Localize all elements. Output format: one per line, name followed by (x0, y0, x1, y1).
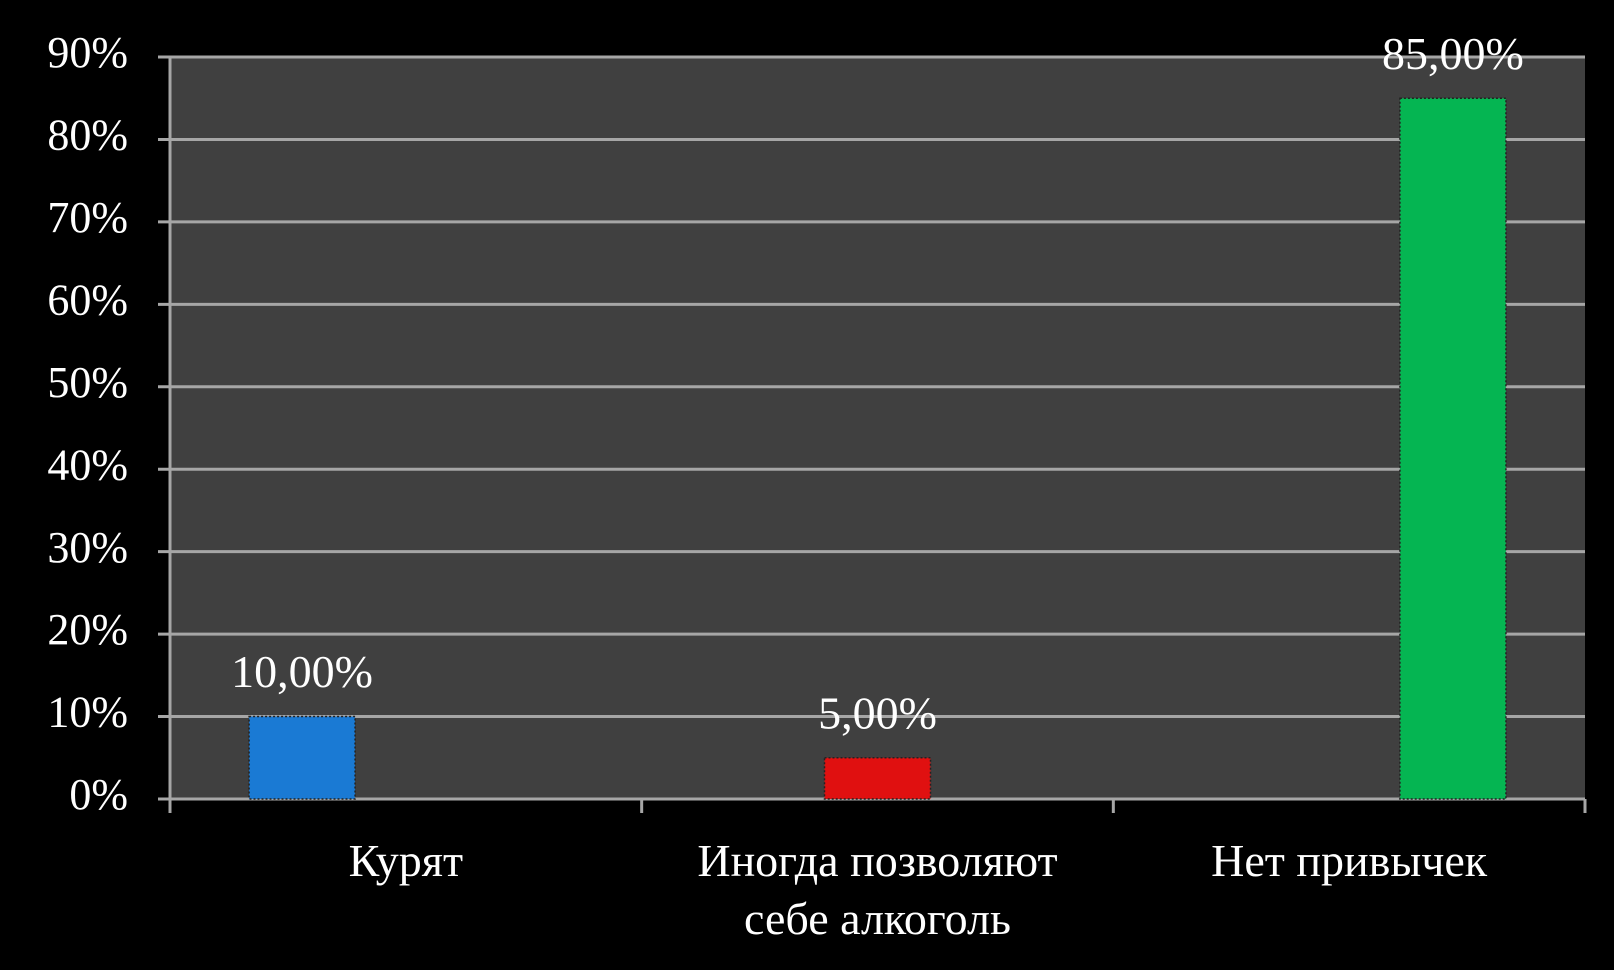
y-tick-label: 10% (47, 688, 128, 737)
y-tick-label: 20% (47, 605, 128, 654)
y-tick-label: 60% (47, 275, 128, 324)
y-tick-label: 0% (69, 770, 128, 819)
data-label: 10,00% (231, 646, 373, 697)
plot-area (170, 57, 1585, 799)
bar (1399, 97, 1507, 800)
bar (823, 757, 932, 800)
y-tick-label: 50% (47, 358, 128, 407)
y-tick-label: 30% (47, 523, 128, 572)
y-tick-label: 80% (47, 111, 128, 160)
y-tick-label: 90% (47, 28, 128, 77)
data-label: 85,00% (1382, 28, 1524, 79)
y-tick-label: 70% (47, 193, 128, 242)
x-tick-label: Иногда позволяют себе алкоголь (697, 835, 1058, 944)
y-tick-label: 40% (47, 440, 128, 489)
data-label: 5,00% (818, 687, 937, 738)
x-tick-label: Курят (348, 835, 464, 886)
x-tick-label: Нет привычек (1211, 835, 1488, 886)
bar (248, 715, 356, 800)
